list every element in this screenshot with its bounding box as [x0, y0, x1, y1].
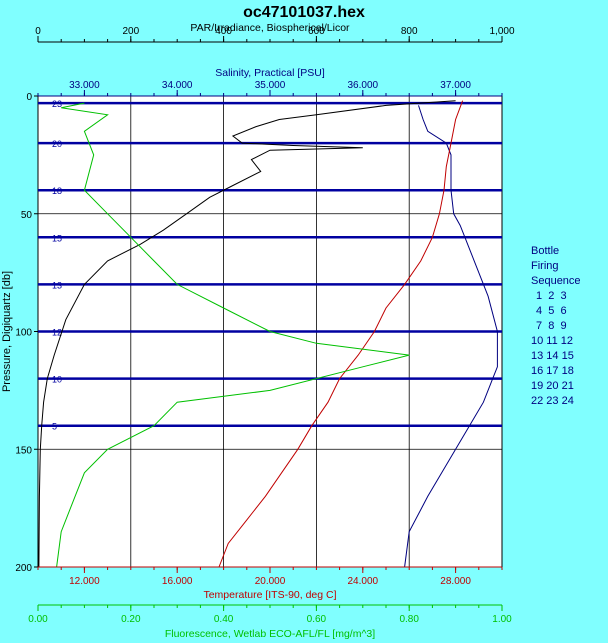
series-line-fluorescence	[56, 102, 410, 568]
series-line-salinity	[404, 105, 498, 568]
bottle-label: 18	[52, 186, 62, 196]
bottle-legend: Bottle Firing Sequence 1 2 3 4 5 6 7 8 9 10 11…	[531, 244, 581, 409]
legend-title-line: Bottle	[531, 245, 560, 257]
x-tick-label: 600	[308, 26, 325, 37]
x-tick-label: 0.00	[28, 614, 48, 625]
bottle-label: 10	[52, 375, 62, 385]
x-tick-label: 37.000	[440, 80, 471, 91]
legend-row: 19 20 21	[531, 380, 574, 392]
y-tick-label: 50	[21, 210, 33, 221]
x-tick-label: 33.000	[69, 80, 100, 91]
bottle-label: 13	[52, 280, 62, 290]
chart-title: oc47101037.hex	[243, 4, 365, 21]
x-tick-label: 28.000	[440, 576, 471, 587]
x-tick-label: 800	[401, 26, 418, 37]
x-axis-label: Salinity, Practical [PSU]	[215, 67, 325, 79]
y-tick-label: 0	[26, 92, 32, 103]
x-tick-label: 34.000	[162, 80, 193, 91]
series-line-par-irradiance	[38, 100, 456, 568]
y-tick-label: 100	[15, 328, 32, 339]
x-tick-label: 0.40	[214, 614, 234, 625]
bottle-label: 20	[52, 139, 62, 149]
x-axis-label: PAR/Irradiance, Biospherical/Licor	[190, 22, 350, 34]
x-tick-label: 0.60	[307, 614, 327, 625]
bottle-label: 15	[52, 233, 62, 243]
legend-row: 10 11 12	[531, 335, 574, 347]
x-tick-label: 200	[122, 26, 139, 37]
x-tick-label: 0	[35, 26, 41, 37]
x-tick-label: 36.000	[348, 80, 379, 91]
x-tick-label: 0.20	[121, 614, 141, 625]
legend-row: 16 17 18	[531, 365, 574, 377]
x-tick-label: 1,000	[489, 26, 514, 37]
bottle-label: 12	[52, 328, 62, 338]
legend-row: 1 2 3	[536, 290, 567, 302]
x-axis-label: Fluorescence, Wetlab ECO-AFL/FL [mg/m^3]	[165, 628, 375, 640]
x-tick-label: 35.000	[255, 80, 286, 91]
legend-row: 13 14 15	[531, 350, 574, 362]
y-axis-label: Pressure, Digiquartz [db]	[1, 271, 13, 392]
bottle-label: 5	[52, 422, 57, 432]
x-axis-label: Temperature [ITS-90, deg C]	[203, 589, 336, 601]
legend-title-line: Firing	[531, 260, 559, 272]
x-tick-label: 0.80	[399, 614, 419, 625]
bottle-label: 23	[52, 99, 62, 109]
x-tick-label: 24.000	[348, 576, 379, 587]
series-line-temperature	[218, 100, 464, 568]
x-tick-label: 12.000	[69, 576, 100, 587]
legend-title-line: Sequence	[531, 275, 581, 287]
legend-row: 22 23 24	[531, 395, 574, 407]
x-tick-label: 20.000	[255, 576, 286, 587]
x-tick-label: 16.000	[162, 576, 193, 587]
y-tick-label: 200	[15, 563, 32, 574]
legend-row: 4 5 6	[536, 305, 567, 317]
x-tick-label: 400	[215, 26, 232, 37]
legend-row: 7 8 9	[536, 320, 567, 332]
x-tick-label: 1.00	[492, 614, 512, 625]
y-tick-label: 150	[15, 445, 32, 456]
